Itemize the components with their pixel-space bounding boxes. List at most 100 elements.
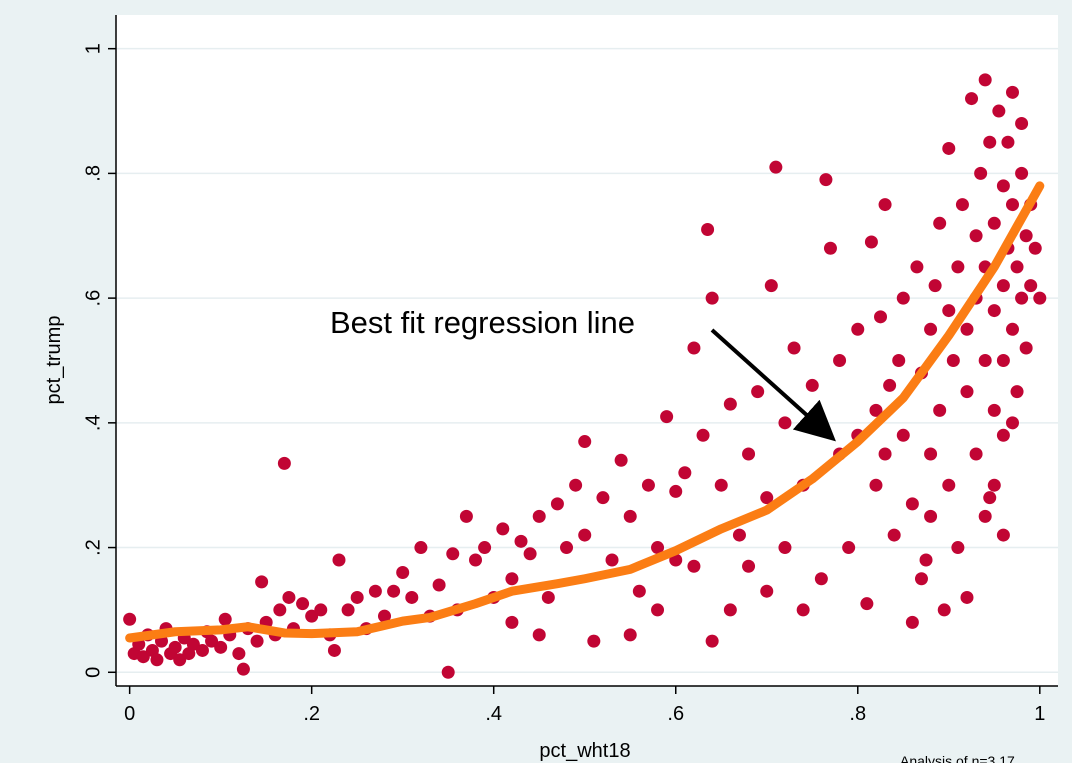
point — [651, 603, 665, 617]
annotation: Best fit regression line — [330, 305, 635, 340]
point — [350, 590, 364, 604]
y-tick-label: 0 — [82, 667, 104, 678]
point — [796, 603, 810, 617]
point — [414, 541, 428, 555]
y-tick-label: .6 — [82, 290, 104, 307]
point — [523, 547, 537, 561]
point — [232, 647, 246, 661]
point — [996, 528, 1010, 542]
point — [136, 650, 150, 664]
y-tick-label: 1 — [82, 43, 104, 54]
point — [432, 578, 446, 592]
point — [478, 541, 492, 555]
point — [805, 378, 819, 392]
point — [928, 279, 942, 293]
point — [723, 397, 737, 411]
point — [978, 509, 992, 523]
point — [1015, 117, 1029, 131]
point — [332, 553, 346, 567]
point — [946, 353, 960, 367]
point — [942, 304, 956, 318]
x-tick-label: 1 — [1034, 703, 1045, 725]
point — [701, 223, 715, 237]
point — [296, 597, 310, 611]
point — [1024, 279, 1038, 293]
point — [505, 572, 519, 586]
point — [987, 403, 1001, 417]
point — [614, 453, 628, 467]
point — [887, 528, 901, 542]
point — [942, 478, 956, 492]
point — [1005, 85, 1019, 99]
point — [282, 590, 296, 604]
x-tick-label: .4 — [485, 703, 502, 725]
point — [878, 198, 892, 212]
point — [860, 597, 874, 611]
y-tick-label: .2 — [82, 539, 104, 556]
point — [983, 491, 997, 505]
point — [764, 279, 778, 293]
x-tick-label: .2 — [303, 703, 320, 725]
point — [623, 628, 637, 642]
y-axis-title: pct_trump — [43, 316, 65, 405]
point — [496, 522, 510, 536]
point — [314, 603, 328, 617]
point — [992, 104, 1006, 118]
point — [541, 590, 555, 604]
point — [550, 497, 564, 511]
point — [878, 447, 892, 461]
point — [896, 428, 910, 442]
fit-line — [125, 181, 1045, 643]
point — [951, 260, 965, 274]
point — [987, 304, 1001, 318]
point — [168, 640, 182, 654]
point — [505, 615, 519, 629]
point — [532, 509, 546, 523]
point — [173, 653, 187, 667]
point — [742, 559, 756, 573]
point — [905, 497, 919, 511]
point — [842, 541, 856, 555]
point — [760, 491, 774, 505]
note: Analysis of n=3,17 — [900, 753, 1015, 763]
point — [596, 491, 610, 505]
point — [1001, 135, 1015, 149]
point — [983, 135, 997, 149]
point — [960, 590, 974, 604]
point — [641, 478, 655, 492]
point — [214, 640, 228, 654]
point — [1015, 166, 1029, 180]
point — [960, 385, 974, 399]
point — [377, 609, 391, 623]
point — [1005, 198, 1019, 212]
point — [514, 534, 528, 548]
annotation-arrow — [710, 328, 836, 442]
point — [195, 643, 209, 657]
point — [987, 216, 1001, 230]
point — [305, 609, 319, 623]
point — [851, 322, 865, 336]
point — [769, 160, 783, 174]
point — [955, 198, 969, 212]
point — [441, 665, 455, 679]
point — [869, 403, 883, 417]
point — [150, 653, 164, 667]
point — [742, 447, 756, 461]
point — [978, 73, 992, 87]
point — [578, 435, 592, 449]
point — [396, 566, 410, 580]
point — [587, 634, 601, 648]
point — [778, 541, 792, 555]
point — [705, 291, 719, 305]
point — [874, 310, 888, 324]
point — [905, 615, 919, 629]
point — [996, 428, 1010, 442]
point — [469, 553, 483, 567]
marks — [123, 73, 1047, 679]
y-tick-label: .4 — [82, 414, 104, 431]
point — [778, 416, 792, 430]
point — [965, 92, 979, 106]
point — [632, 584, 646, 598]
